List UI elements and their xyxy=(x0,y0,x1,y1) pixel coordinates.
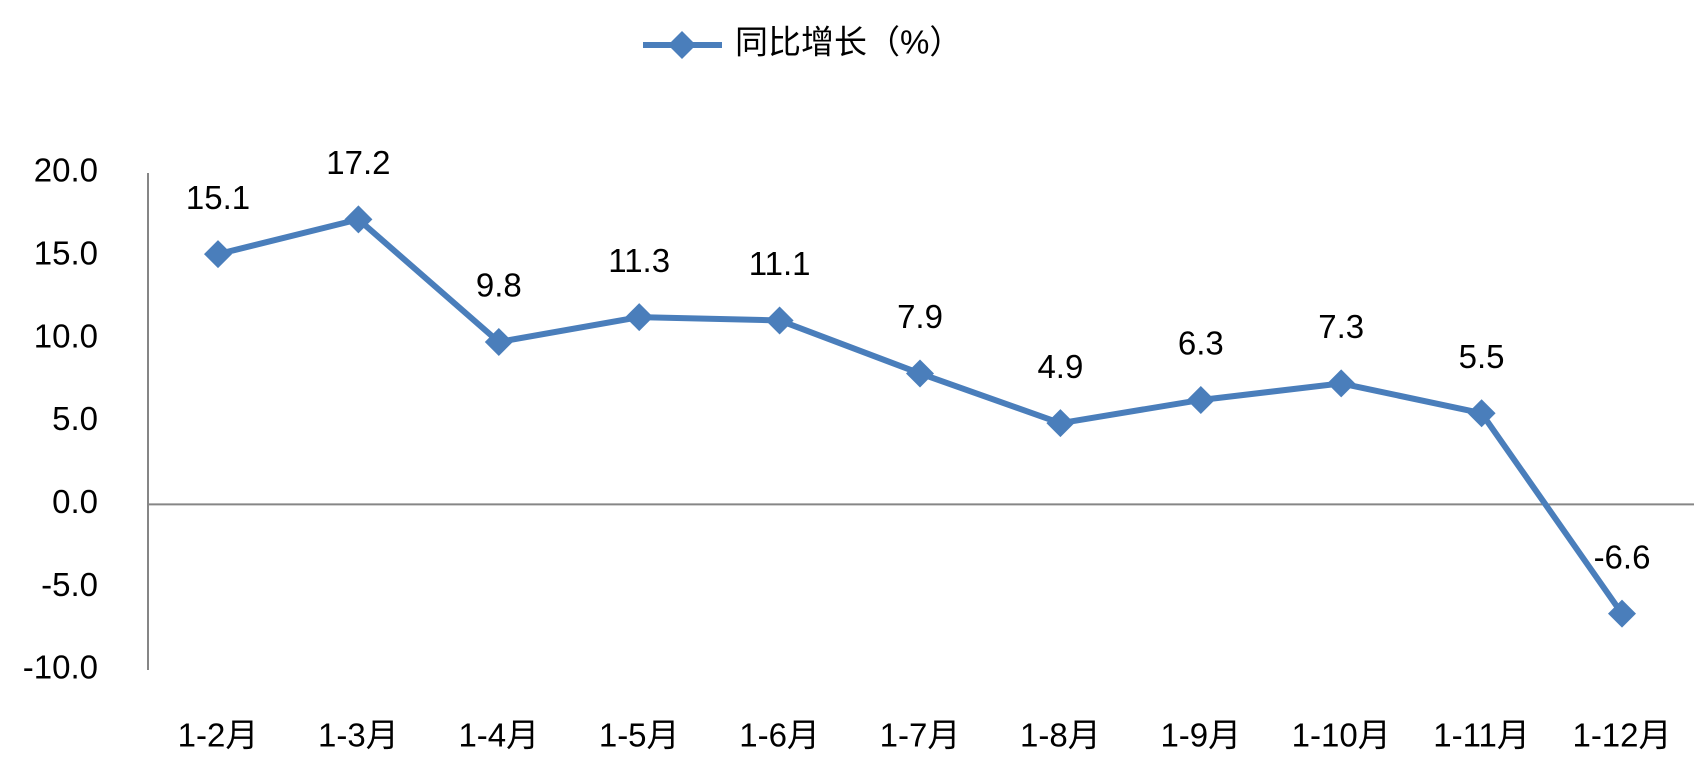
y-tick-label: 10.0 xyxy=(34,317,98,354)
data-label: 7.3 xyxy=(1318,308,1364,345)
x-tick-label: 1-9月 xyxy=(1160,717,1241,754)
data-label: 9.8 xyxy=(476,267,522,304)
data-label: 11.1 xyxy=(749,245,811,282)
x-tick-label: 1-6月 xyxy=(739,717,820,754)
x-tick-label: 1-8月 xyxy=(1020,717,1101,754)
data-label: 5.5 xyxy=(1459,338,1505,375)
x-tick-label: 1-2月 xyxy=(178,717,259,754)
marker xyxy=(1467,399,1496,428)
data-label: -6.6 xyxy=(1594,538,1651,575)
data-label: 11.3 xyxy=(608,242,670,279)
y-tick-label: 5.0 xyxy=(52,400,98,437)
x-tick-label: 1-12月 xyxy=(1572,717,1671,754)
y-tick-label: -10.0 xyxy=(23,649,98,686)
data-label: 7.9 xyxy=(897,298,943,335)
marker xyxy=(1046,409,1075,438)
marker xyxy=(484,327,513,356)
legend-marker xyxy=(668,31,696,59)
x-tick-label: 1-3月 xyxy=(318,717,399,754)
data-label: 15.1 xyxy=(186,179,250,216)
marker xyxy=(765,306,794,335)
marker xyxy=(625,303,654,332)
x-tick-label: 1-7月 xyxy=(880,717,961,754)
x-tick-label: 1-10月 xyxy=(1292,717,1391,754)
marker xyxy=(204,240,232,269)
data-label: 17.2 xyxy=(326,144,390,181)
y-tick-label: 0.0 xyxy=(52,483,98,520)
marker xyxy=(344,205,373,234)
y-tick-label: -5.0 xyxy=(41,566,98,603)
marker xyxy=(1608,599,1636,628)
data-label: 4.9 xyxy=(1037,348,1083,385)
marker xyxy=(1186,385,1215,414)
x-tick-label: 1-5月 xyxy=(599,717,680,754)
marker xyxy=(1327,369,1356,398)
x-tick-label: 1-4月 xyxy=(458,717,539,754)
marker xyxy=(906,359,934,388)
y-tick-label: 15.0 xyxy=(34,235,98,272)
data-label: 6.3 xyxy=(1178,325,1224,362)
y-tick-label: 20.0 xyxy=(34,152,98,189)
legend-label: 同比增长（%） xyxy=(735,24,962,61)
x-tick-label: 1-11月 xyxy=(1433,717,1530,754)
series-line xyxy=(217,216,1625,616)
